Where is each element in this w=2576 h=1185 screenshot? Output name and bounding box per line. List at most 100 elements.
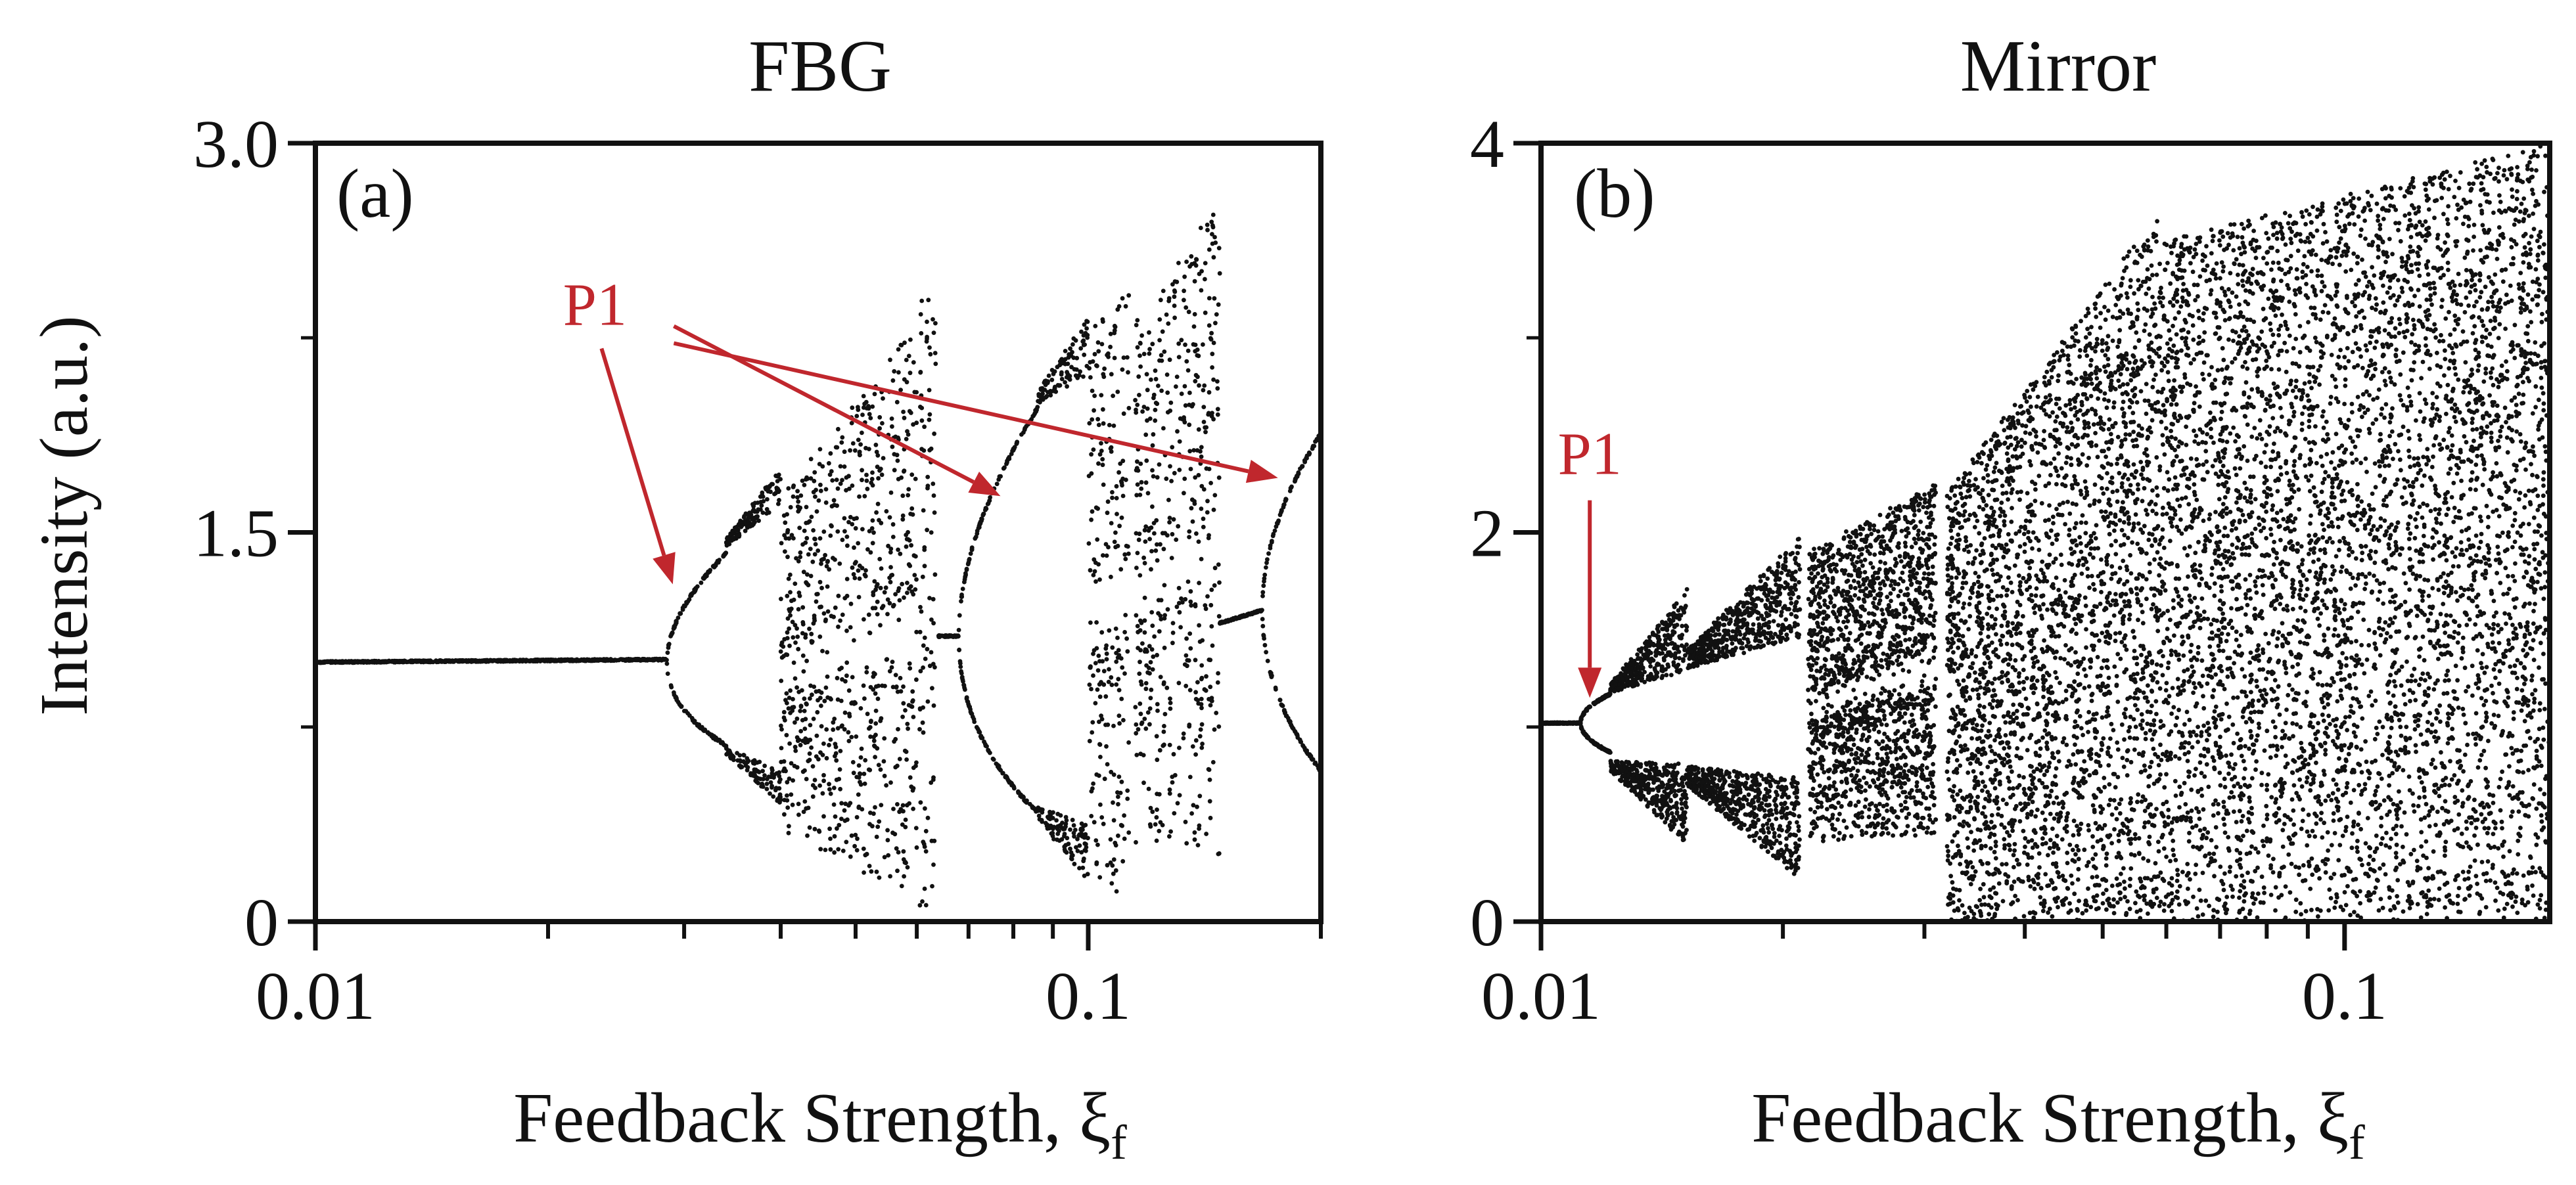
- data-point: [785, 593, 790, 598]
- data-point: [1787, 820, 1792, 826]
- data-point: [1141, 555, 1146, 560]
- data-point: [1623, 666, 1628, 671]
- data-point: [1204, 425, 1208, 430]
- data-point: [1092, 569, 1097, 574]
- data-point: [898, 689, 904, 694]
- data-point: [837, 767, 842, 772]
- data-point: [1072, 834, 1076, 839]
- data-point: [770, 481, 775, 487]
- data-point: [873, 442, 879, 447]
- data-point: [910, 689, 915, 694]
- data-point: [1125, 796, 1130, 801]
- data-point: [816, 688, 821, 694]
- data-point: [1612, 768, 1617, 772]
- data-point: [1207, 799, 1212, 804]
- data-point: [802, 768, 807, 773]
- data-point: [1177, 793, 1182, 797]
- data-point: [1095, 416, 1101, 422]
- data-point: [1138, 461, 1143, 466]
- data-point: [1144, 372, 1149, 377]
- data-point: [1172, 470, 1177, 476]
- data-point: [779, 541, 784, 546]
- data-point: [1116, 713, 1122, 718]
- data-point: [1668, 763, 1674, 768]
- data-point: [1204, 832, 1208, 836]
- data-point: [1182, 274, 1187, 279]
- data-point: [1119, 779, 1124, 784]
- data-point: [953, 633, 958, 638]
- data-point: [1300, 744, 1306, 748]
- data-point: [832, 850, 837, 855]
- data-point: [1191, 324, 1197, 329]
- data-point: [798, 704, 804, 709]
- data-point: [1659, 806, 1664, 811]
- data-point: [823, 617, 828, 622]
- data-point: [1164, 685, 1170, 690]
- data-point: [1120, 458, 1126, 464]
- data-point: [898, 342, 904, 347]
- data-point: [1104, 657, 1109, 661]
- data-point: [1073, 373, 1078, 378]
- data-point: [874, 869, 879, 874]
- data-point: [1097, 577, 1102, 582]
- data-point: [842, 710, 848, 715]
- data-point: [911, 422, 915, 427]
- data-point: [862, 494, 867, 499]
- data-point: [908, 666, 913, 671]
- data-point: [1155, 708, 1160, 713]
- data-point: [1210, 643, 1215, 648]
- data-point: [1273, 685, 1278, 690]
- data-point: [1622, 683, 1628, 688]
- data-point: [856, 437, 861, 442]
- data-point: [1118, 567, 1124, 572]
- data-point: [895, 802, 900, 807]
- data-point: [852, 638, 856, 643]
- data-point: [802, 696, 807, 702]
- data-point: [485, 658, 490, 663]
- data-point: [1105, 762, 1110, 767]
- data-point: [921, 730, 926, 735]
- data-point: [1093, 579, 1098, 584]
- data-point: [1204, 674, 1208, 679]
- data-point: [801, 669, 806, 674]
- data-point: [1644, 768, 1649, 773]
- data-point: [959, 594, 964, 599]
- data-point: [847, 713, 852, 719]
- data-point: [1142, 595, 1147, 600]
- data-point: [874, 584, 879, 589]
- data-point: [403, 659, 408, 663]
- data-point: [804, 806, 809, 811]
- data-point: [1121, 355, 1126, 360]
- data-point: [918, 312, 923, 317]
- data-point: [1217, 580, 1222, 585]
- data-point: [1682, 819, 1686, 824]
- data-point: [967, 704, 971, 709]
- data-point: [860, 413, 865, 417]
- data-point: [1157, 629, 1162, 634]
- data-point: [1063, 349, 1068, 353]
- scatter-series-b-2: [1608, 587, 1690, 843]
- data-point: [817, 783, 822, 788]
- data-point: [582, 658, 587, 663]
- data-point: [1097, 452, 1103, 457]
- data-point: [1635, 652, 1640, 657]
- data-point: [787, 626, 791, 631]
- data-point: [785, 793, 789, 798]
- data-point: [1172, 772, 1178, 778]
- data-point: [1185, 663, 1189, 669]
- data-point: [1121, 411, 1126, 416]
- data-point: [828, 792, 833, 796]
- data-point: [1149, 687, 1154, 692]
- scatter-series-a-7: [1036, 319, 1090, 878]
- data-point: [1215, 386, 1220, 391]
- data-point: [1657, 623, 1661, 628]
- data-point: [901, 409, 906, 414]
- data-point: [991, 757, 996, 762]
- data-point: [922, 564, 927, 569]
- data-point: [911, 553, 917, 558]
- data-point: [877, 468, 882, 473]
- data-point: [866, 404, 871, 409]
- data-point: [1108, 837, 1113, 842]
- data-point: [818, 482, 823, 487]
- data-point: [923, 806, 927, 811]
